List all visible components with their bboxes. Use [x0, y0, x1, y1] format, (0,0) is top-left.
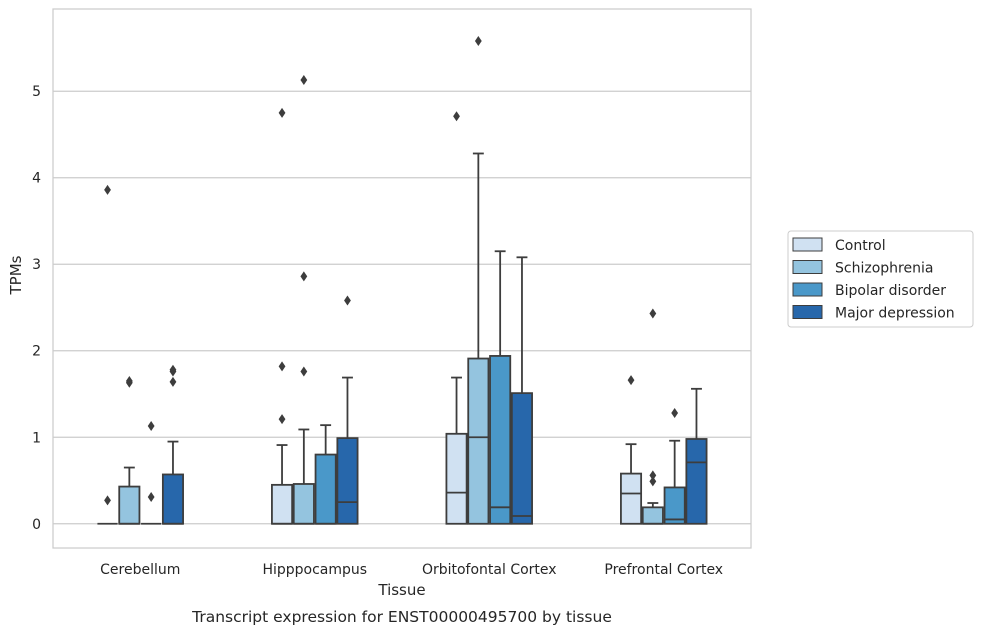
outlier-point [627, 375, 635, 386]
box [271, 483, 294, 525]
outlier-point [147, 491, 155, 502]
x-axis-label: Tissue [377, 581, 425, 599]
box-group [510, 256, 533, 525]
box-group [663, 408, 686, 525]
box-group [118, 376, 141, 525]
x-tick-label: Orbitofontal Cortex [422, 562, 557, 578]
box-group [97, 184, 118, 525]
chart-caption: Transcript expression for ENST0000049570… [191, 608, 612, 626]
box [445, 432, 468, 525]
box-group [336, 295, 359, 525]
box-group [271, 107, 294, 525]
legend-item: Major depression [792, 305, 955, 322]
outlier-point [344, 295, 351, 306]
legend-item: Bipolar disorder [792, 282, 946, 299]
outlier-point [300, 366, 308, 377]
legend-swatch [792, 260, 823, 274]
box [489, 355, 512, 525]
box [161, 473, 184, 525]
legend-label: Schizophrenia [835, 261, 933, 277]
y-tick-label: 0 [32, 517, 41, 533]
outlier-point [300, 74, 308, 85]
box-group [685, 387, 708, 525]
box [118, 485, 141, 525]
legend: Control Schizophrenia Bipolar disorder Majo… [787, 230, 974, 328]
outlier-point [278, 414, 286, 425]
x-tick-label: Prefrontal Cortex [604, 562, 723, 578]
outlier-point [453, 111, 460, 122]
y-tick-label: 2 [32, 344, 41, 360]
outlier-point [278, 107, 286, 118]
x-tick-label: Hipppocampus [262, 562, 367, 578]
outlier-point [169, 376, 177, 387]
outlier-point [671, 408, 679, 419]
box-plot-series [97, 36, 708, 525]
outlier-point [649, 470, 657, 481]
legend-item: Control [792, 237, 886, 254]
legend-swatch [792, 237, 823, 252]
box [292, 483, 315, 525]
legend-swatch [792, 305, 823, 319]
box-group [641, 308, 664, 525]
outlier-point [125, 376, 133, 387]
box-group [489, 250, 512, 525]
box [685, 438, 708, 525]
outlier-point [474, 36, 482, 47]
box [663, 486, 686, 525]
outlier-point [147, 421, 155, 432]
y-tick-label: 1 [32, 430, 41, 446]
box-group [467, 36, 490, 525]
outlier-point [104, 184, 111, 195]
y-tick-label: 5 [32, 84, 41, 100]
outlier-point [300, 271, 308, 282]
box-group [620, 375, 643, 525]
box [641, 506, 664, 525]
outlier-point [649, 308, 657, 319]
outlier-point [104, 495, 111, 506]
plot-frame [52, 8, 752, 549]
x-axis-ticks: Cerebellum Hipppocampus Orbitofontal Corte… [100, 562, 723, 578]
box [467, 357, 490, 525]
legend-label: Bipolar disorder [835, 283, 946, 299]
y-tick-label: 3 [32, 257, 41, 273]
box [314, 453, 337, 525]
legend-label: Control [835, 238, 886, 254]
box-group [314, 424, 337, 525]
box [336, 437, 359, 525]
y-tick-label: 4 [32, 171, 41, 187]
box [620, 472, 643, 525]
y-axis-label: TPMs [7, 255, 25, 295]
outlier-point [278, 361, 286, 372]
box-group [445, 111, 468, 525]
box-group [141, 421, 162, 525]
y-axis-ticks: 0 1 2 3 4 5 [32, 84, 41, 533]
gridlines [53, 90, 751, 525]
legend-swatch [792, 282, 823, 297]
box [510, 392, 533, 525]
legend-item: Schizophrenia [792, 260, 933, 277]
x-tick-label: Cerebellum [100, 562, 180, 578]
box-group [292, 74, 315, 525]
outlier-point [169, 364, 177, 375]
box-group [161, 364, 184, 525]
legend-frame [787, 230, 974, 328]
outlier-point [649, 476, 657, 487]
legend-label: Major depression [835, 306, 955, 322]
